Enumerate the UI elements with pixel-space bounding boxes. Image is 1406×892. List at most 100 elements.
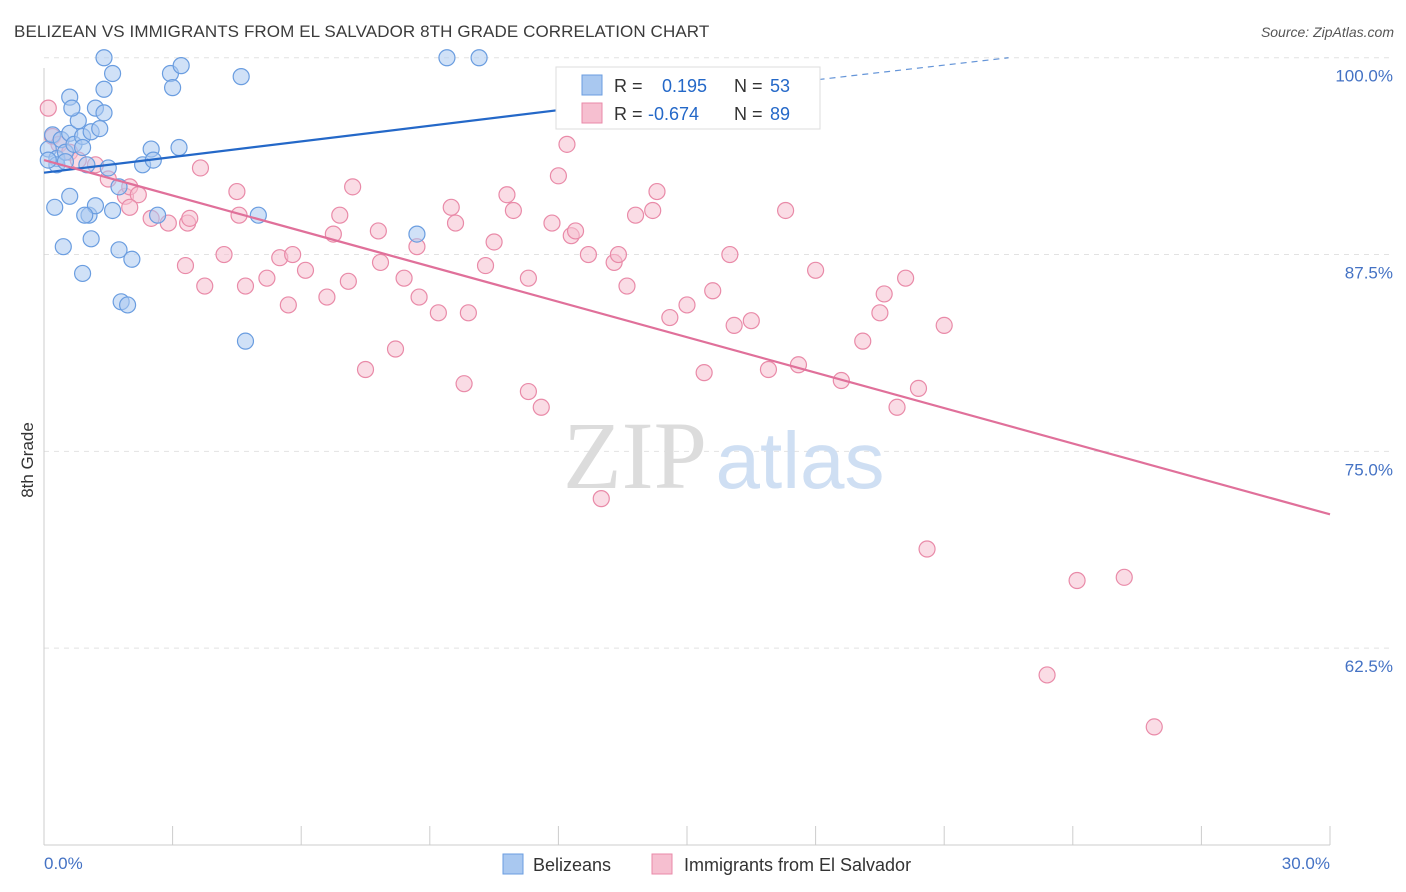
el-salvador-point — [519, 382, 537, 401]
belizean-point — [438, 49, 456, 67]
el-salvador-point — [558, 135, 576, 153]
stats-n-label-pink: N = — [734, 104, 763, 124]
el-salvador-point — [871, 304, 889, 322]
stats-swatch-pink — [581, 102, 603, 124]
stats-r-label-pink: R = — [614, 104, 643, 124]
watermark-zip: ZIP — [563, 402, 707, 509]
belizean-point — [110, 241, 128, 259]
el-salvador-point — [369, 222, 387, 240]
el-salvador-point — [776, 201, 795, 220]
el-salvador-point — [909, 379, 928, 397]
chart-source: Source: ZipAtlas.com — [1260, 24, 1394, 40]
x-tick-label: 30.0% — [1282, 854, 1330, 873]
belizean-point — [86, 197, 105, 215]
el-salvador-point — [284, 245, 302, 264]
belizean-point — [470, 49, 488, 67]
el-salvador-point — [1115, 568, 1133, 586]
el-salvador-point — [897, 269, 915, 287]
el-salvador-point — [888, 398, 906, 416]
belizean-point — [408, 225, 426, 243]
el-salvador-point — [395, 269, 413, 287]
el-salvador-point — [854, 332, 872, 350]
el-salvador-point — [442, 198, 460, 216]
chart-title: BELIZEAN VS IMMIGRANTS FROM EL SALVADOR … — [14, 22, 710, 41]
legend: Belizeans Immigrants from El Salvador — [502, 853, 911, 875]
belizean-point — [123, 250, 141, 268]
el-salvador-point — [181, 209, 199, 227]
series-belizeans-points — [39, 49, 574, 350]
el-salvador-point — [386, 340, 405, 358]
belizean-point — [63, 99, 81, 117]
el-salvador-point — [191, 159, 210, 177]
el-salvador-point — [429, 304, 447, 322]
el-salvador-point — [725, 316, 743, 335]
el-salvador-trend-line — [43, 159, 1331, 516]
belizean-point — [61, 187, 79, 205]
belizean-point — [82, 230, 100, 248]
stats-r-value-pink: -0.674 — [648, 104, 699, 124]
legend-label-belizeans: Belizeans — [533, 855, 611, 875]
el-salvador-point — [356, 360, 375, 379]
stats-r-label-blue: R = — [614, 76, 643, 96]
el-salvador-point — [566, 222, 585, 240]
el-salvador-point — [455, 375, 473, 393]
stats-box: R = 0.195 N = 53 R = -0.674 N = 89 — [555, 66, 821, 130]
el-salvador-point — [543, 214, 561, 232]
el-salvador-point — [549, 167, 568, 185]
el-salvador-point — [410, 288, 428, 306]
legend-swatch-el-salvador — [651, 853, 673, 875]
el-salvador-point — [704, 282, 722, 300]
axes: 100.0% 87.5% 75.0% 62.5% 0.0% 30.0% — [43, 67, 1393, 873]
el-salvador-point — [626, 206, 645, 224]
el-salvador-point — [759, 360, 778, 379]
belizean-point — [39, 151, 57, 169]
el-salvador-point — [532, 398, 550, 416]
x-tick-label: 0.0% — [44, 854, 83, 873]
belizean-point — [148, 206, 167, 224]
belizean-point — [103, 64, 122, 83]
el-salvador-point — [579, 245, 598, 264]
el-salvador-point — [609, 245, 628, 264]
el-salvador-point — [296, 261, 315, 279]
el-salvador-point — [485, 233, 503, 251]
stats-n-value-pink: 89 — [770, 104, 790, 124]
y-tick-label: 75.0% — [1345, 460, 1393, 479]
el-salvador-point — [1068, 571, 1086, 590]
el-salvador-point — [258, 269, 276, 287]
el-salvador-point — [721, 245, 739, 264]
el-salvador-point — [1145, 718, 1163, 736]
y-axis-title: 8th Grade — [18, 422, 37, 498]
el-salvador-point — [661, 308, 679, 327]
el-salvador-point — [1038, 666, 1056, 684]
y-tick-label: 87.5% — [1345, 264, 1393, 283]
el-salvador-point — [371, 253, 390, 272]
el-salvador-point — [678, 296, 696, 314]
el-salvador-point — [176, 256, 195, 275]
belizean-point — [232, 68, 250, 86]
el-salvador-point — [806, 261, 825, 279]
belizean-point — [99, 159, 117, 177]
el-salvador-point — [339, 272, 357, 290]
stats-r-value-blue: 0.195 — [662, 76, 707, 96]
y-tick-label: 62.5% — [1345, 657, 1393, 676]
belizean-point — [95, 104, 113, 122]
belizean-point — [236, 332, 255, 350]
el-salvador-point — [39, 99, 57, 117]
el-salvador-point — [875, 285, 893, 303]
legend-swatch-belizeans — [502, 853, 524, 875]
series-el-salvador-points — [39, 72, 1163, 736]
el-salvador-point — [742, 312, 760, 330]
el-salvador-point — [331, 206, 349, 224]
el-salvador-point — [504, 201, 522, 220]
stats-n-label-blue: N = — [734, 76, 763, 96]
stats-n-value-blue: 53 — [770, 76, 790, 96]
belizean-point — [172, 57, 190, 75]
watermark: ZIP atlas — [563, 402, 884, 509]
belizean-point — [91, 119, 109, 138]
el-salvador-point — [459, 304, 477, 322]
el-salvador-point — [592, 490, 610, 508]
belizean-point — [164, 79, 182, 97]
el-salvador-point — [228, 182, 246, 201]
el-salvador-point — [215, 245, 233, 264]
